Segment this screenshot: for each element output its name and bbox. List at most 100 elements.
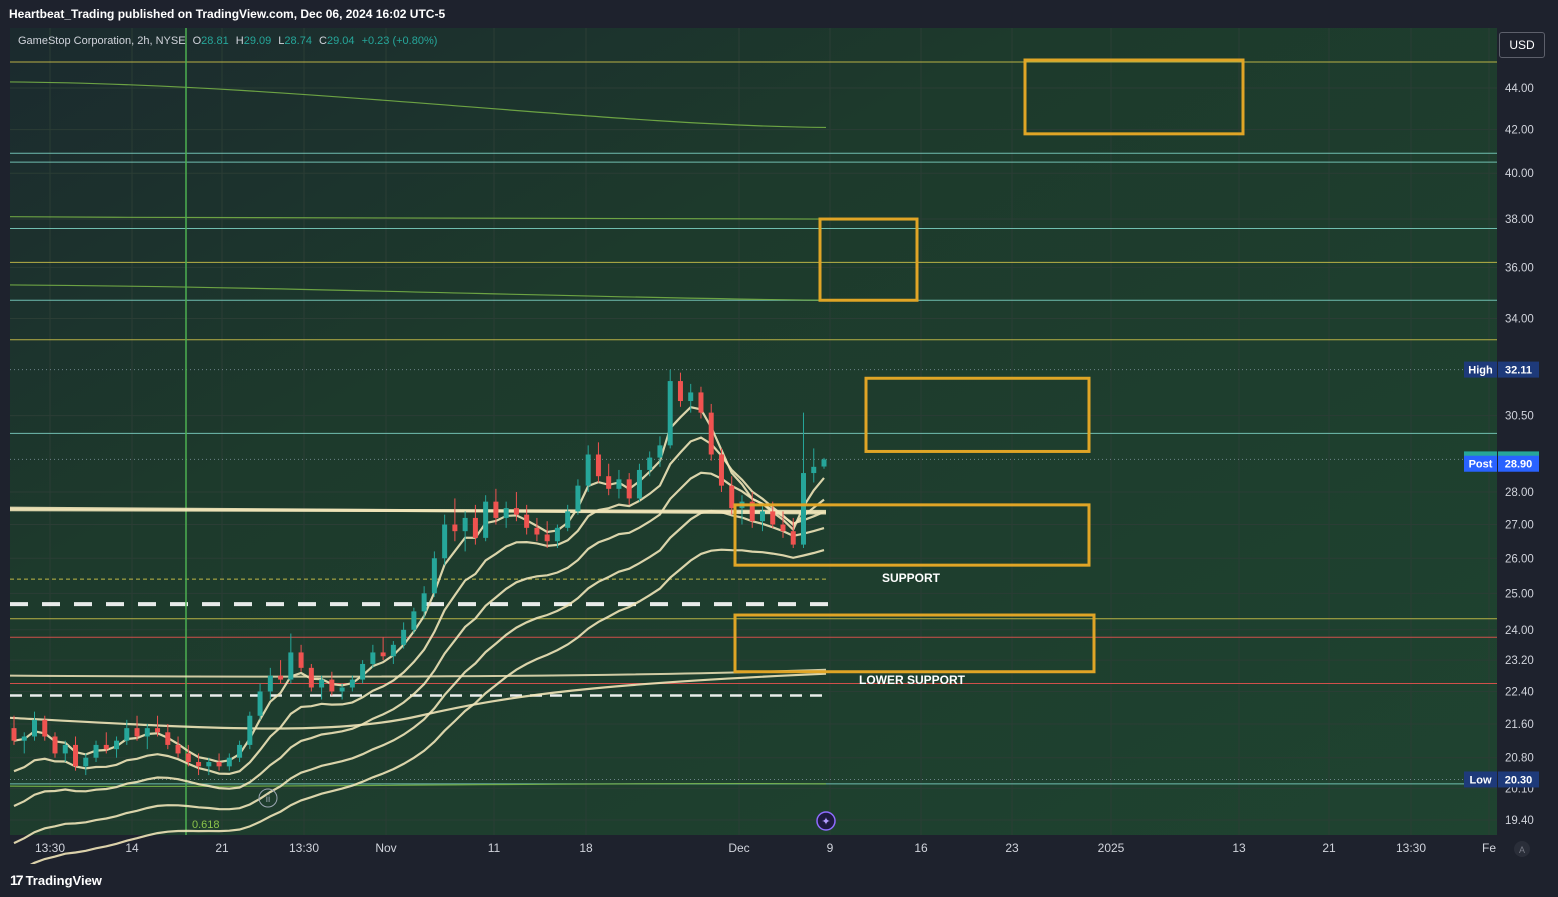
candle-body xyxy=(257,691,263,716)
time-tick-label: 2025 xyxy=(1098,841,1125,855)
zone-box xyxy=(733,503,1091,567)
price-tick-label: 42.00 xyxy=(1505,125,1534,137)
candle-body xyxy=(421,593,427,612)
tradingview-brand-text: TradingView xyxy=(25,872,102,888)
candle-body xyxy=(667,381,673,446)
price-tick-label: 40.00 xyxy=(1505,168,1534,180)
close-value: 29.04 xyxy=(326,35,355,47)
price-tick-label: 36.00 xyxy=(1505,262,1534,274)
candle-body xyxy=(390,644,396,657)
candle-body xyxy=(616,479,622,489)
close-label: C xyxy=(319,35,327,47)
marker-label: High xyxy=(1468,365,1493,377)
marker-label: Post xyxy=(1469,459,1493,471)
candle-body xyxy=(544,534,550,542)
price-tick-label: 26.00 xyxy=(1505,553,1534,565)
candle-body xyxy=(483,501,489,538)
candle-body xyxy=(165,732,171,745)
candle-body xyxy=(114,740,120,750)
moving-average-line xyxy=(13,548,825,874)
candle-body xyxy=(811,466,817,474)
tradingview-brand[interactable]: 17 TradingView xyxy=(10,872,102,888)
time-tick-label: 13:30 xyxy=(35,841,65,855)
moving-average-line xyxy=(13,471,825,807)
candle-body xyxy=(780,524,786,532)
time-axis[interactable]: 13:30 14 21 13:30 Nov 11 18 Dec 9 16 23 2025 13 21 13:… xyxy=(35,841,1530,857)
time-tick-label: 23 xyxy=(1005,841,1019,855)
marker-value-bg xyxy=(1498,455,1539,472)
support-label: SUPPORT xyxy=(882,571,941,585)
marker-label: Low xyxy=(1470,774,1492,786)
candle-body xyxy=(155,728,161,733)
time-tick-label: 13 xyxy=(1232,841,1246,855)
long-ma-line xyxy=(9,216,827,220)
candle-body xyxy=(688,392,694,402)
marker-value-bg xyxy=(1498,771,1539,788)
candle-body xyxy=(493,501,499,518)
candle-body xyxy=(134,728,140,737)
candle-body xyxy=(800,473,806,545)
zone-box xyxy=(864,376,1091,453)
lower-support-label: LOWER SUPPORT xyxy=(859,673,966,687)
candle-body xyxy=(360,663,366,680)
candle-body xyxy=(575,485,581,512)
candle-body xyxy=(319,679,325,688)
price-tick-label: 19.40 xyxy=(1505,815,1534,827)
price-tick-label: 20.80 xyxy=(1505,753,1534,765)
time-tick-label: Nov xyxy=(375,841,396,855)
candle-body xyxy=(585,454,591,486)
zones[interactable] xyxy=(733,58,1245,674)
candle-body xyxy=(380,652,386,657)
time-axis-background xyxy=(10,835,1497,864)
marker-label-bg xyxy=(1464,455,1497,472)
candle-body xyxy=(821,459,827,467)
symbol-name[interactable]: GameStop Corporation, 2h, NYSE xyxy=(18,35,186,47)
candle-body xyxy=(308,667,314,688)
candle-body xyxy=(698,392,704,413)
time-tick-label: 21 xyxy=(215,841,229,855)
candle-body xyxy=(452,524,458,532)
fib-label: 0.618 xyxy=(192,819,220,831)
time-tick-label: 16 xyxy=(914,841,928,855)
price-tick-label: 30.50 xyxy=(1505,411,1534,423)
candle-body xyxy=(206,762,212,767)
price-tick-label: 28.00 xyxy=(1505,487,1534,499)
candle-body xyxy=(11,728,17,741)
candle-body xyxy=(288,652,294,680)
long-ma-line xyxy=(9,782,827,788)
candle-body xyxy=(278,675,284,680)
candle-body xyxy=(349,679,355,688)
price-axis[interactable]: 44.00 42.00 40.00 38.00 36.00 34.00 30.50 28.00… xyxy=(1464,83,1539,827)
candle-body xyxy=(503,508,509,518)
time-tick-label: 11 xyxy=(488,841,501,855)
open-label: O xyxy=(192,35,202,47)
price-tick-label: 23.20 xyxy=(1505,655,1534,667)
dividends-icon xyxy=(258,788,278,808)
symbol-legend[interactable]: GameStop Corporation, 2h, NYSE O28.81 H2… xyxy=(18,35,437,47)
candle-body xyxy=(237,744,243,758)
candle-body xyxy=(770,511,776,525)
price-tick-label: 21.60 xyxy=(1505,719,1534,731)
price-tick-label: 24.00 xyxy=(1505,625,1534,637)
candle-body xyxy=(298,652,304,668)
candle-body xyxy=(759,511,765,522)
open-value: 28.81 xyxy=(201,35,229,47)
candle-body xyxy=(657,445,663,458)
currency-button[interactable]: USD xyxy=(1499,32,1545,58)
candle-body xyxy=(83,757,89,767)
candle-body xyxy=(513,508,519,515)
price-tick-label: 44.00 xyxy=(1505,83,1534,95)
candle-body xyxy=(175,744,181,754)
time-tick-label: 13:30 xyxy=(289,841,319,855)
tradingview-logo-icon: 17 xyxy=(10,872,24,888)
candle-body xyxy=(21,736,27,741)
time-tick-label: 13:30 xyxy=(1396,841,1426,855)
candle-body xyxy=(472,517,478,538)
candle-body xyxy=(32,719,38,737)
candle-body xyxy=(226,757,232,767)
zone-box xyxy=(818,217,919,302)
publish-header: Heartbeat_Trading published on TradingVi… xyxy=(0,0,1558,28)
candle-body xyxy=(216,762,222,767)
annotations: SUPPORT LOWER SUPPORT 0.618 ii ✦ xyxy=(192,571,966,831)
